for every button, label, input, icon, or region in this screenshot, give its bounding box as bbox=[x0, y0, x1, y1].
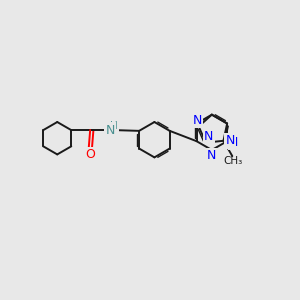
Text: N: N bbox=[207, 149, 217, 162]
Text: N: N bbox=[105, 124, 115, 136]
Text: H: H bbox=[110, 121, 118, 131]
Text: O: O bbox=[85, 148, 95, 161]
Text: N: N bbox=[225, 134, 235, 147]
Text: N: N bbox=[193, 114, 202, 127]
Text: N: N bbox=[229, 136, 238, 148]
Text: N: N bbox=[204, 130, 214, 143]
Text: CH₃: CH₃ bbox=[223, 156, 242, 167]
